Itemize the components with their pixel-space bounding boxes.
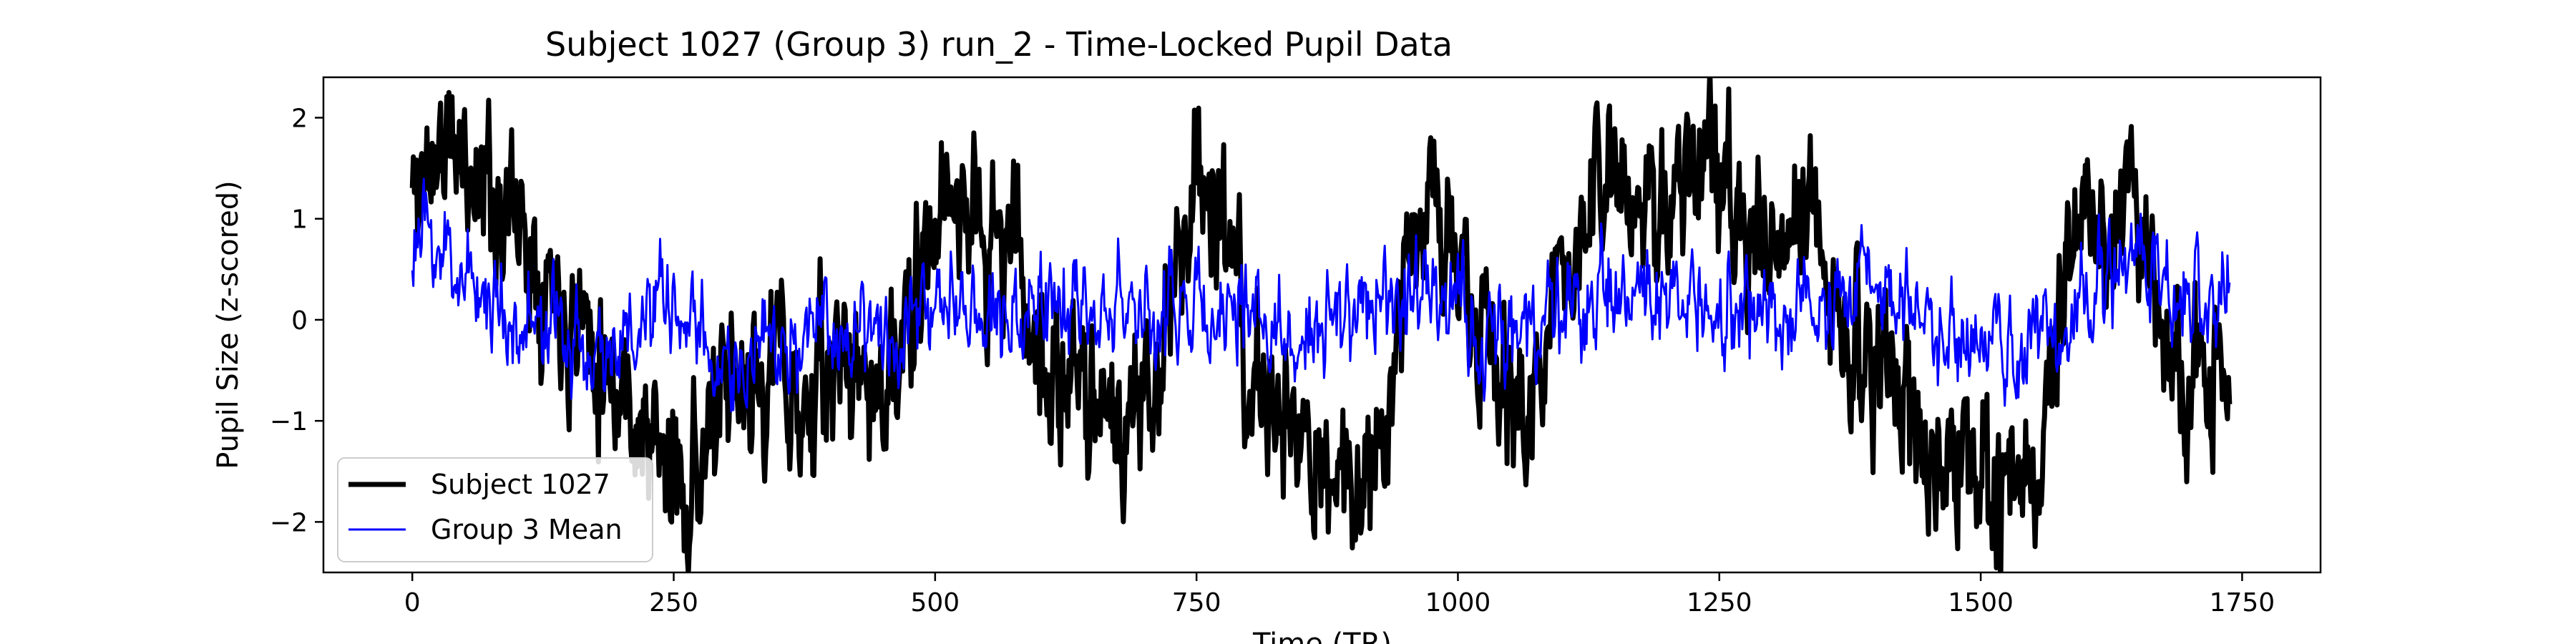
x-axis-label: Time (TR) bbox=[1252, 628, 1392, 644]
x-tick-label: 0 bbox=[404, 588, 421, 618]
plot-frame bbox=[322, 76, 2322, 574]
x-tick-label: 500 bbox=[910, 588, 960, 618]
series-line-group-mean bbox=[411, 177, 2231, 413]
legend-label-subject: Subject 1027 bbox=[431, 469, 610, 500]
x-tick-label: 1000 bbox=[1425, 588, 1491, 618]
chart-legend: Subject 1027 Group 3 Mean bbox=[337, 457, 653, 562]
y-tick-label: 0 bbox=[291, 306, 308, 336]
x-tick-label: 1750 bbox=[2210, 588, 2275, 618]
plot-lines bbox=[409, 77, 2233, 572]
y-tick-label: 2 bbox=[291, 104, 308, 133]
y-tick-label: −2 bbox=[270, 508, 308, 537]
legend-label-group-mean: Group 3 Mean bbox=[431, 514, 623, 545]
y-tick-label: 1 bbox=[291, 205, 308, 235]
chart-title: Subject 1027 (Group 3) run_2 - Time-Lock… bbox=[545, 25, 1453, 64]
y-axis-label: Pupil Size (z-scored) bbox=[212, 180, 245, 469]
x-tick-label: 1250 bbox=[1687, 588, 1752, 618]
series-line-subject bbox=[409, 77, 2233, 572]
y-tick-label: −1 bbox=[270, 407, 308, 436]
y-axis: −2 −1 0 1 2 bbox=[270, 104, 323, 537]
x-axis: 0 250 500 750 1000 1250 1500 1750 bbox=[404, 572, 2275, 618]
legend-box bbox=[337, 457, 653, 562]
x-tick-label: 1500 bbox=[1948, 588, 2014, 618]
x-tick-label: 750 bbox=[1172, 588, 1221, 618]
x-tick-label: 250 bbox=[649, 588, 698, 618]
